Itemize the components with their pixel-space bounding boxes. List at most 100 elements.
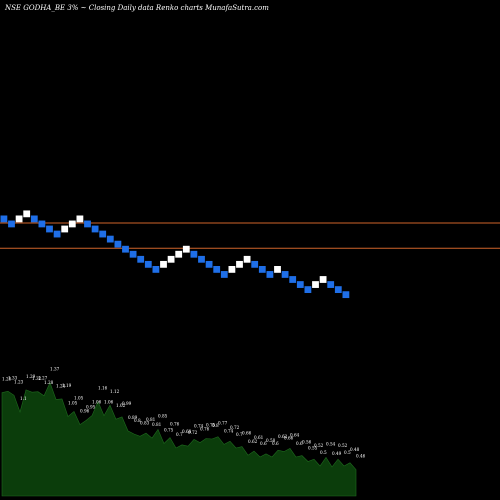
down-brick xyxy=(129,250,137,258)
up-brick xyxy=(61,225,69,233)
volume-label: 0.8 xyxy=(212,423,219,428)
volume-label: 0.48 xyxy=(350,447,360,452)
up-brick xyxy=(23,210,31,218)
volume-label: 1.16 xyxy=(98,386,108,391)
volume-label: 0.68 xyxy=(182,429,192,434)
volume-label: 1.05 xyxy=(68,401,78,406)
volume-label: 1.23 xyxy=(14,379,24,384)
volume-label: 0.61 xyxy=(254,435,264,440)
down-brick xyxy=(91,225,99,233)
down-brick xyxy=(99,230,107,238)
volume-label: 1.19 xyxy=(62,383,72,388)
up-brick xyxy=(15,215,23,223)
volume-label: 1.05 xyxy=(74,396,84,401)
volume-label: 0.72 xyxy=(230,425,240,430)
down-brick xyxy=(266,271,274,278)
down-brick xyxy=(122,245,129,253)
volume-area xyxy=(1,381,357,497)
volume-labels: 1.261.331.231.11.291.321.271.281.371.241… xyxy=(2,367,366,459)
down-brick xyxy=(289,276,297,283)
down-brick xyxy=(281,271,289,278)
volume-label: 0.52 xyxy=(338,443,348,448)
volume-label: 0.5 xyxy=(344,450,351,455)
down-brick xyxy=(327,281,335,288)
up-brick xyxy=(182,245,190,253)
volume-label: 1.06 xyxy=(92,400,102,405)
down-brick xyxy=(137,255,145,263)
down-brick xyxy=(0,215,8,223)
down-brick xyxy=(198,255,205,263)
down-brick xyxy=(296,281,304,288)
volume-label: 0.81 xyxy=(146,417,156,422)
down-brick xyxy=(251,260,259,268)
volume-label: 0.46 xyxy=(356,454,366,459)
volume-label: 1.24 xyxy=(56,383,66,388)
up-brick xyxy=(175,250,183,258)
down-brick xyxy=(84,220,91,228)
volume-label: 0.52 xyxy=(314,443,324,448)
volume-label: 0.7 xyxy=(176,432,183,437)
volume-label: 0.74 xyxy=(194,423,204,428)
down-brick xyxy=(46,225,53,233)
down-brick xyxy=(53,230,61,238)
down-brick xyxy=(114,240,122,248)
volume-label: 0.8 xyxy=(134,418,141,423)
up-brick xyxy=(76,215,84,223)
volume-label: 0.66 xyxy=(284,436,294,441)
volume-label: 1.32 xyxy=(32,376,42,381)
up-brick xyxy=(228,266,236,273)
support-lines xyxy=(0,222,500,249)
volume-label: 0.76 xyxy=(170,422,180,427)
up-brick xyxy=(167,255,175,263)
volume-label: 0.6 xyxy=(272,441,279,446)
up-brick xyxy=(274,266,281,273)
down-brick xyxy=(152,266,160,273)
volume-label: 0.83 xyxy=(140,420,150,425)
volume-label: 0.55 xyxy=(308,446,318,451)
volume-label: 0.81 xyxy=(152,422,162,427)
down-brick xyxy=(213,266,221,273)
volume-area-path xyxy=(1,381,357,497)
volume-label: 1.29 xyxy=(26,374,36,379)
volume-label: 1.33 xyxy=(8,375,18,380)
down-brick xyxy=(8,220,15,228)
down-brick xyxy=(220,271,228,278)
volume-label: 0.75 xyxy=(206,423,216,428)
renko-bricks xyxy=(0,210,350,299)
volume-label: 1.02 xyxy=(116,403,126,408)
volume-label: 0.96 xyxy=(80,409,90,414)
volume-label: 1.28 xyxy=(44,380,54,385)
volume-label: 0.62 xyxy=(248,439,258,444)
volume-label: 0.66 xyxy=(242,431,252,436)
down-brick xyxy=(190,250,198,258)
volume-label: 1.37 xyxy=(50,367,60,372)
volume-label: 0.72 xyxy=(188,430,198,435)
up-brick xyxy=(319,276,327,283)
volume-label: 0.77 xyxy=(218,421,228,426)
volume-label: 0.6 xyxy=(260,441,267,446)
volume-label: 0.54 xyxy=(326,441,336,446)
up-brick xyxy=(312,281,319,288)
volume-label: 0.56 xyxy=(302,440,312,445)
volume-label: 0.6 xyxy=(296,441,303,446)
down-brick xyxy=(205,260,213,268)
down-brick xyxy=(334,286,342,293)
volume-label: 0.74 xyxy=(224,428,234,433)
down-brick xyxy=(342,291,350,299)
up-brick xyxy=(68,220,76,228)
down-brick xyxy=(144,260,152,268)
up-brick xyxy=(236,260,243,268)
up-brick xyxy=(243,255,251,263)
volume-label: 0.85 xyxy=(158,414,168,419)
volume-label: 1.06 xyxy=(104,400,114,405)
volume-label: 0.76 xyxy=(200,427,210,432)
volume-label: 1.27 xyxy=(38,376,48,381)
volume-label: 0.58 xyxy=(266,438,276,443)
volume-label: 1.12 xyxy=(110,389,120,394)
up-brick xyxy=(160,260,167,268)
volume-label: 0.99 xyxy=(122,401,132,406)
volume-label: 0.62 xyxy=(278,434,288,439)
down-brick xyxy=(258,266,266,273)
